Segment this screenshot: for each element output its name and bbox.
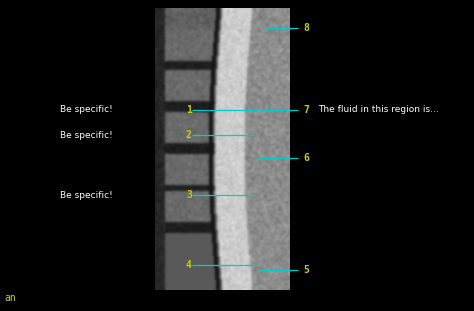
- Text: Be specific!: Be specific!: [60, 131, 113, 140]
- Text: Be specific!: Be specific!: [60, 105, 113, 114]
- Text: 2: 2: [186, 130, 192, 140]
- Text: 8: 8: [303, 23, 309, 33]
- Text: 3: 3: [186, 190, 192, 200]
- Text: 5: 5: [303, 265, 309, 275]
- Text: 4: 4: [186, 260, 192, 270]
- Text: Be specific!: Be specific!: [60, 191, 113, 199]
- Text: The fluid in this region is...: The fluid in this region is...: [318, 105, 439, 114]
- Text: an: an: [4, 293, 16, 303]
- Text: 7: 7: [303, 105, 309, 115]
- Text: 1: 1: [186, 105, 192, 115]
- Text: 6: 6: [303, 153, 309, 163]
